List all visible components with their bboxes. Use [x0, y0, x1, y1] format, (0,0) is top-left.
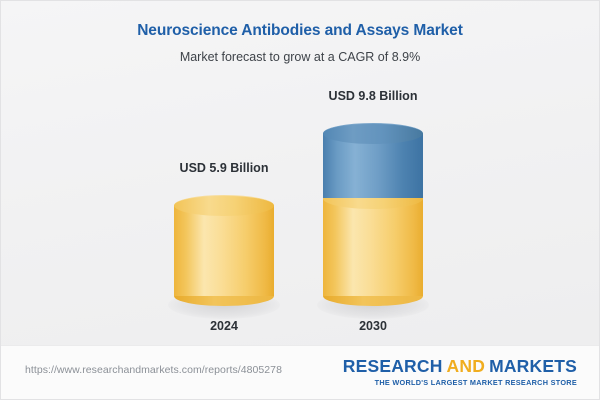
bar-cylinder-2024 — [174, 195, 274, 306]
bar-cylinder-top-2030 — [323, 123, 423, 144]
footer: https://www.researchandmarkets.com/repor… — [1, 345, 599, 399]
bar-cylinder-top-2024 — [174, 195, 274, 216]
brand-tagline: THE WORLD'S LARGEST MARKET RESEARCH STOR… — [374, 378, 577, 387]
chart-plot-area: USD 5.9 Billion 2024 USD 9.8 Billion — [1, 1, 600, 346]
brand-wordmark: RESEARCH AND MARKETS — [343, 356, 577, 376]
bar-value-label-2030: USD 9.8 Billion — [328, 89, 418, 103]
bar-cylinder-2030 — [323, 123, 423, 306]
report-url-link[interactable]: https://www.researchandmarkets.com/repor… — [25, 364, 282, 376]
bar-group-2024: USD 5.9 Billion 2024 — [168, 1, 280, 346]
bar-value-label-2024: USD 5.9 Billion — [179, 161, 269, 175]
chart-header: Neuroscience Antibodies and Assays Marke… — [1, 21, 599, 66]
brand-word-markets: MARKETS — [489, 356, 577, 376]
page-title: Neuroscience Antibodies and Assays Marke… — [137, 22, 463, 39]
brand-word-research: RESEARCH — [342, 356, 443, 376]
brand-logo[interactable]: RESEARCH AND MARKETS THE WORLD'S LARGEST M… — [343, 356, 577, 387]
bar-cylinder-body-2024 — [174, 205, 274, 296]
bar-segment-gold-2030 — [323, 198, 423, 296]
brand-word-and: AND — [446, 356, 486, 376]
chart-subtitle: Market forecast to grow at a CAGR of 8.9… — [179, 50, 421, 64]
x-axis-label-2030: 2030 — [359, 319, 387, 333]
bar-group-2030: USD 9.8 Billion 2030 — [317, 1, 429, 346]
x-axis-label-2024: 2024 — [210, 319, 238, 333]
